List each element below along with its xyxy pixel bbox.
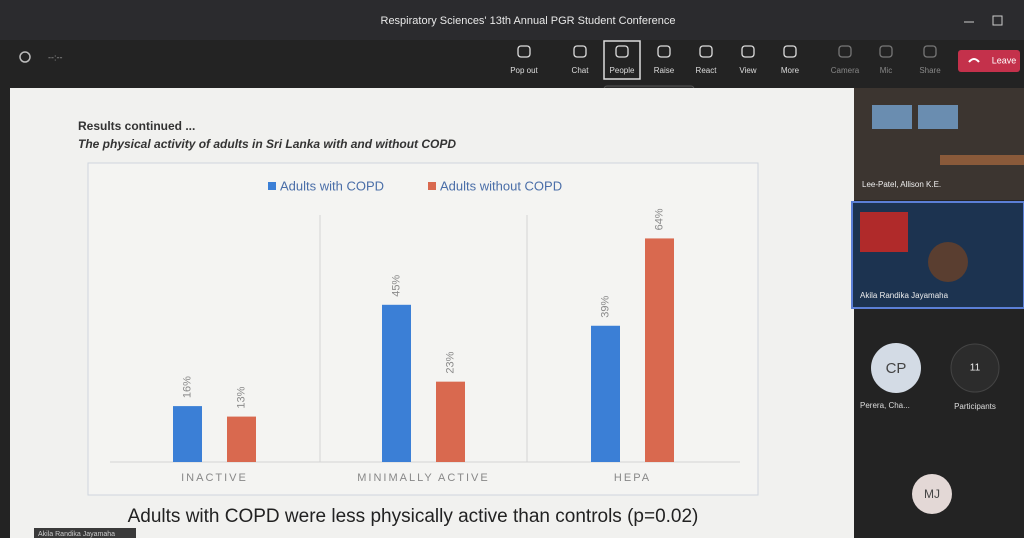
leave-button[interactable] — [958, 50, 1020, 72]
avatar-name: Perera, Cha... — [860, 401, 910, 410]
legend-label: Adults without COPD — [440, 178, 562, 193]
value-label: 39% — [599, 296, 611, 318]
value-label: 16% — [181, 376, 193, 398]
slide-heading: Results continued ... — [78, 119, 195, 133]
legend-label: Adults with COPD — [280, 178, 384, 193]
toolbar-icon[interactable] — [517, 45, 531, 58]
toolbar-label[interactable]: Camera — [831, 66, 860, 75]
toolbar-label[interactable]: React — [696, 66, 718, 75]
legend-swatch — [428, 182, 436, 190]
bar — [227, 416, 256, 462]
tile-name: Akila Randika Jayamaha — [860, 291, 949, 300]
active-button[interactable] — [603, 40, 641, 80]
toolbar-icon[interactable] — [699, 45, 713, 58]
x-tick-label: INACTIVE — [181, 472, 248, 484]
presenter-tag — [34, 528, 136, 538]
leave-label[interactable]: Leave — [992, 55, 1017, 65]
avatar-initials: CP — [886, 360, 907, 377]
toolbar-label[interactable]: View — [739, 66, 756, 75]
leave-icon — [968, 58, 980, 63]
toolbar-label[interactable]: People — [610, 66, 635, 75]
bar — [173, 406, 202, 462]
video-desk — [940, 155, 1024, 165]
toolbar-icon[interactable] — [879, 45, 893, 58]
video-screen — [872, 105, 912, 129]
value-label: 23% — [444, 351, 456, 373]
toolbar-label[interactable]: Mic — [880, 66, 892, 75]
value-label: 64% — [653, 208, 665, 230]
avatar-initials: MJ — [924, 487, 940, 501]
toolbar-label[interactable]: Raise — [654, 66, 675, 75]
toolbar-icon[interactable] — [741, 45, 755, 58]
chart: Adults with COPD Adults without COPD INACT… — [173, 178, 674, 484]
x-tick-label: HEPA — [614, 472, 651, 484]
toolbar-icon[interactable] — [657, 45, 671, 58]
tile-name: Lee-Patel, Allison K.E. — [862, 180, 941, 189]
value-label: 13% — [235, 386, 247, 408]
timer: --:-- — [48, 52, 63, 62]
participant-label: Participants — [954, 402, 996, 411]
bar — [591, 325, 620, 462]
video-background — [860, 212, 908, 252]
toolbar-icon[interactable] — [838, 45, 852, 58]
toolbar-label[interactable]: Chat — [572, 66, 590, 75]
title-bar — [0, 0, 1024, 40]
toolbar-icon[interactable] — [615, 45, 629, 58]
toolbar-icon[interactable] — [923, 45, 937, 58]
avatar[interactable] — [912, 474, 952, 514]
restore[interactable] — [992, 15, 1003, 26]
toolbar-label[interactable]: Share — [919, 66, 941, 75]
presenter-label: Akila Randika Jayamaha — [38, 531, 115, 538]
legend-swatch — [268, 182, 276, 190]
toolbar-icon[interactable] — [783, 45, 797, 58]
video-screen — [918, 105, 958, 129]
count-circle[interactable] — [950, 343, 1000, 393]
window-title: Respiratory Sciences' 13th Annual PGR St… — [381, 15, 676, 27]
toolbar-label[interactable]: More — [781, 66, 800, 75]
bar — [645, 238, 674, 462]
shield-icon — [19, 51, 31, 63]
toolbar-icon[interactable] — [573, 45, 587, 58]
slide-conclusion: Adults with COPD were less physically ac… — [128, 506, 699, 527]
avatar[interactable] — [871, 343, 921, 393]
x-tick-label: MINIMALLY ACTIVE — [357, 472, 489, 484]
participant-count: 11 — [970, 363, 981, 374]
speaker — [928, 242, 968, 282]
value-label: 45% — [390, 275, 402, 297]
slide-subheading: The physical activity of adults in Sri L… — [78, 137, 456, 151]
toolbar-label[interactable]: Pop out — [510, 66, 538, 75]
bar — [436, 381, 465, 462]
bar — [382, 304, 411, 462]
